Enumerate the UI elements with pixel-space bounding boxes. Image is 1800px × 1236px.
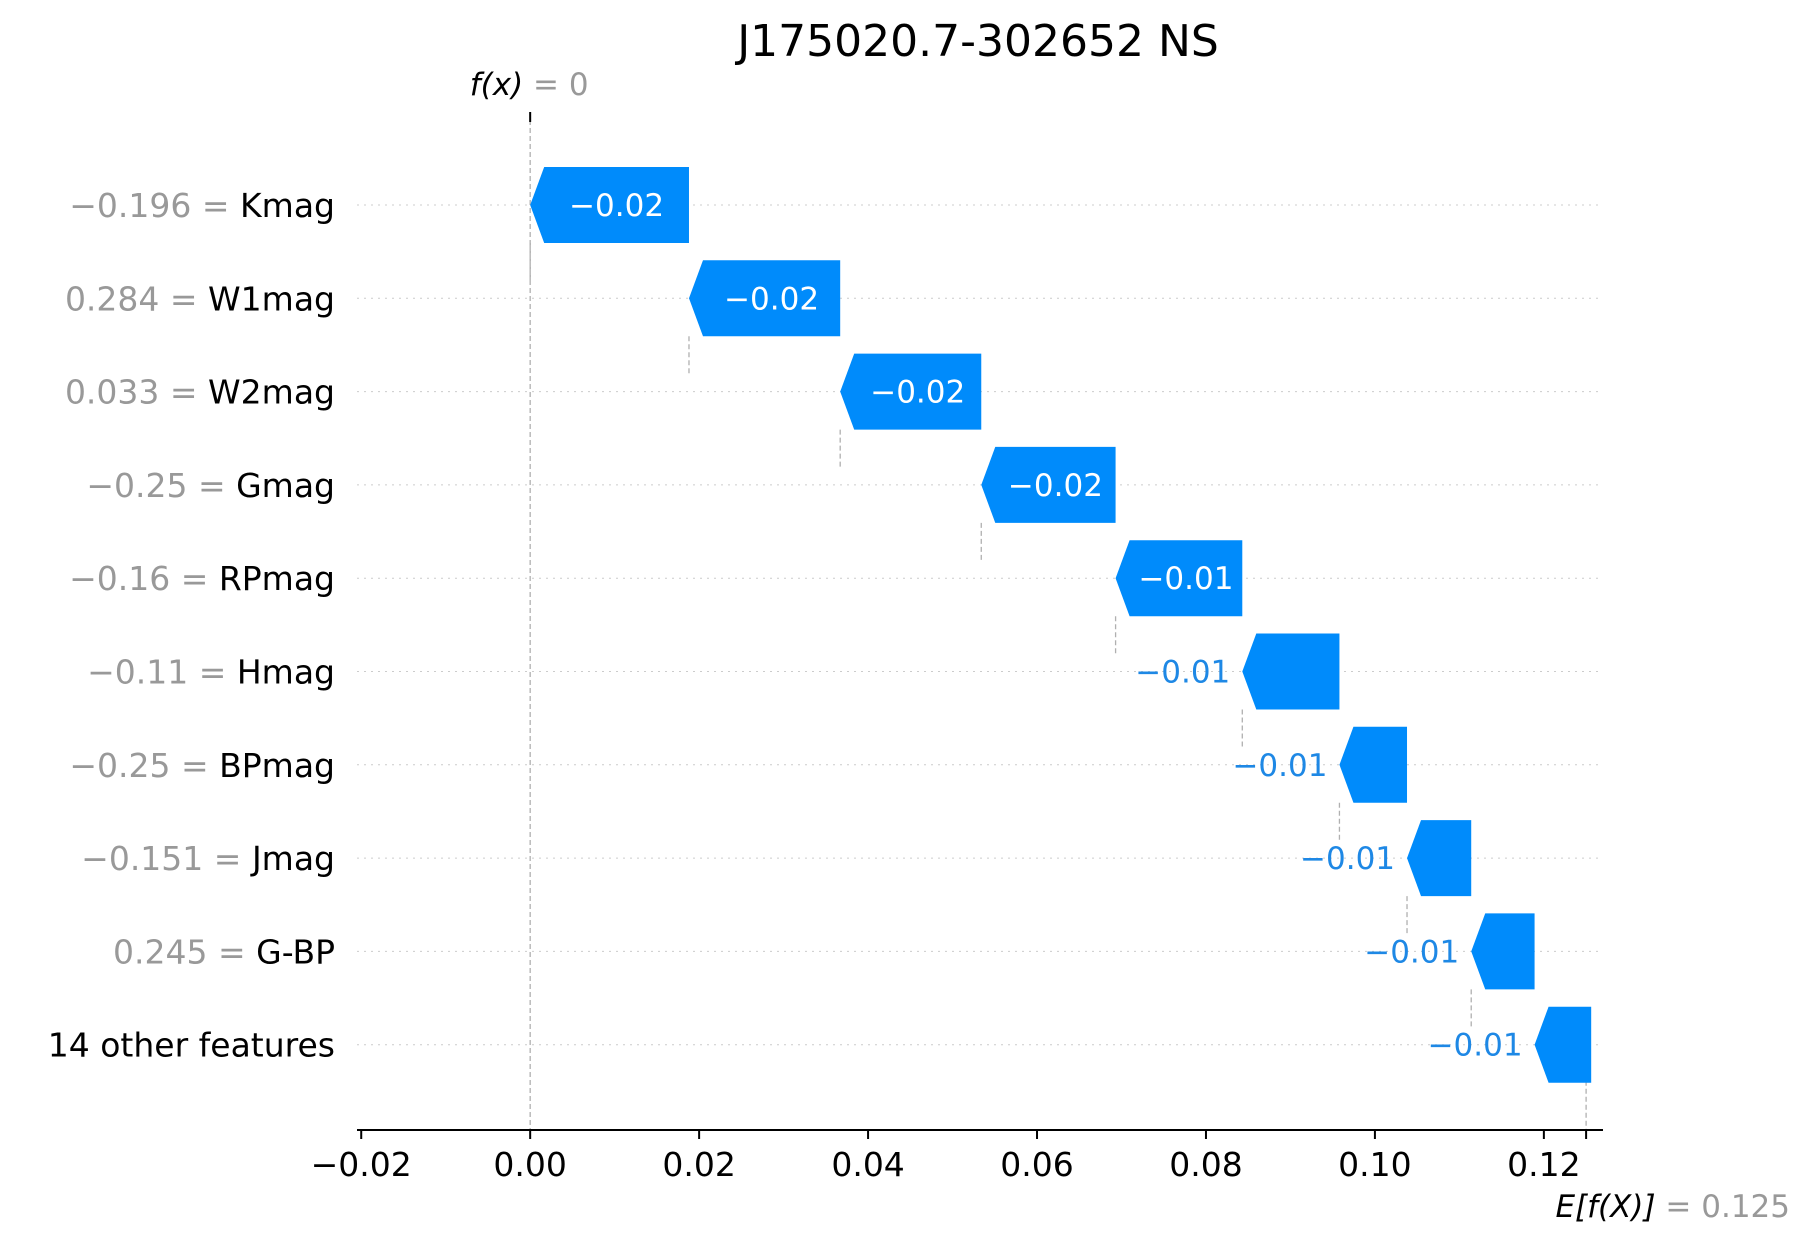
x-tick-label: 0.00 xyxy=(493,1145,566,1184)
feature-label: −0.25 = BPmag xyxy=(69,746,335,785)
feature-label: 0.284 = W1mag xyxy=(65,279,335,318)
bars xyxy=(530,167,1592,1083)
feature-name: W1mag xyxy=(208,279,335,318)
feature-name: W2mag xyxy=(208,373,335,412)
feature-name: Jmag xyxy=(250,839,335,878)
feature-name: Kmag xyxy=(240,186,335,225)
feature-value: −0.196 = xyxy=(69,186,240,225)
feature-label: −0.196 = Kmag xyxy=(69,186,335,225)
feature-value: −0.11 = xyxy=(87,653,237,692)
x-tick-label: 0.10 xyxy=(1338,1145,1411,1184)
guide-lines xyxy=(529,112,1587,1130)
feature-label: 14 other features xyxy=(48,1026,335,1065)
bar-value-label: −0.01 xyxy=(1135,655,1230,691)
bar-value-label: −0.01 xyxy=(1300,841,1395,877)
bar xyxy=(1407,820,1472,897)
feature-name: RPmag xyxy=(219,559,335,598)
feature-name: Hmag xyxy=(237,653,335,692)
feature-value: −0.16 = xyxy=(69,559,219,598)
feature-value: −0.25 = xyxy=(86,466,236,505)
bar xyxy=(688,260,841,337)
bar xyxy=(1471,913,1535,990)
bar-value-label: −0.02 xyxy=(1008,468,1103,504)
bar-value-label: −0.01 xyxy=(1232,748,1327,784)
bar xyxy=(530,167,689,243)
feature-name: G-BP xyxy=(256,932,335,971)
bar-value-label: −0.02 xyxy=(569,188,664,224)
fx-value: = 0 xyxy=(533,67,589,103)
bar xyxy=(981,446,1116,523)
fx-label: f(x) xyxy=(470,67,533,103)
feature-label: −0.16 = RPmag xyxy=(69,559,335,598)
x-axis: −0.02 0.00 0.02 0.04 0.06 0.08 0.10 0.12 xyxy=(311,1129,1603,1184)
grid-lines xyxy=(357,204,1600,1046)
x-tick-label: 0.06 xyxy=(1000,1145,1073,1184)
x-tick-label: 0.04 xyxy=(831,1145,904,1184)
x-tick-label: −0.02 xyxy=(311,1145,412,1184)
feature-name: BPmag xyxy=(219,746,335,785)
feature-name: 14 other features xyxy=(48,1026,335,1065)
bar xyxy=(840,353,982,430)
bar xyxy=(1242,633,1340,710)
feature-label: 0.245 = G-BP xyxy=(113,932,335,971)
feature-label: 0.033 = W2mag xyxy=(65,373,335,412)
bar-value-label: −0.01 xyxy=(1428,1028,1523,1064)
chart-title: J175020.7-302652 NS xyxy=(734,16,1219,67)
feature-value: 0.033 = xyxy=(65,373,208,412)
bar-value-label: −0.02 xyxy=(870,375,965,411)
bar xyxy=(1115,540,1243,617)
bar xyxy=(1339,726,1408,803)
feature-label: −0.11 = Hmag xyxy=(87,653,335,692)
feature-value: −0.25 = xyxy=(69,746,219,785)
feature-labels: −0.02 −0.196 = Kmag −0.02 0.284 = W1mag −0.0… xyxy=(48,186,1523,1065)
x-tick-label: 0.12 xyxy=(1507,1145,1580,1184)
base-value: = 0.125 xyxy=(1665,1189,1790,1225)
bar-value-label: −0.02 xyxy=(724,281,819,317)
feature-value: 0.245 = xyxy=(113,932,256,971)
bar-value-label: −0.01 xyxy=(1138,561,1233,597)
feature-value: −0.151 = xyxy=(81,839,252,878)
feature-value: 0.284 = xyxy=(65,279,208,318)
x-tick-label: 0.08 xyxy=(1169,1145,1242,1184)
annotations: f(x) = 0 E[f(X)] = 0.125 xyxy=(470,67,1790,1225)
feature-label: −0.151 = Jmag xyxy=(81,839,335,878)
base-label: E[f(X)] xyxy=(1555,1189,1665,1225)
bar-value-label: −0.01 xyxy=(1364,934,1459,970)
base-annotation: E[f(X)] = 0.125 xyxy=(1555,1189,1790,1225)
bar xyxy=(1534,1006,1592,1083)
feature-name: Gmag xyxy=(236,466,335,505)
feature-label: −0.25 = Gmag xyxy=(86,466,335,505)
fx-annotation: f(x) = 0 xyxy=(470,67,589,103)
x-tick-label: 0.02 xyxy=(662,1145,735,1184)
